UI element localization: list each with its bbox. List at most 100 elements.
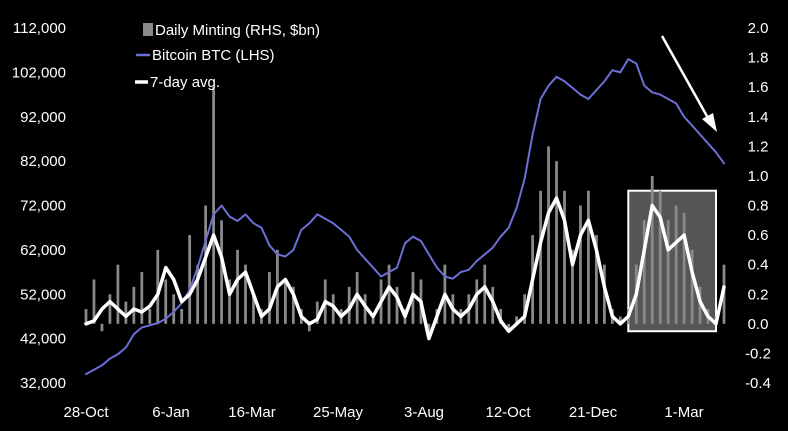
left-tick-label: 32,000 (20, 375, 66, 392)
minting-bar (682, 212, 686, 324)
right-axis-ticks: 2.0 1.8 1.6 1.4 1.2 1.0 0.8 0.6 0.4 0.2 0.0 -0.2 -0.… (745, 20, 771, 392)
minting-bar (355, 272, 359, 324)
minting-bar (140, 272, 144, 324)
x-tick-label: 12-Oct (485, 404, 531, 421)
right-tick-label: 1.8 (748, 50, 769, 67)
minting-bar (108, 294, 112, 324)
minting-bar (515, 316, 519, 324)
minting-bar (84, 309, 88, 324)
left-tick-label: 102,000 (12, 64, 66, 81)
minting-bar (196, 264, 200, 324)
x-axis-ticks: 28-Oct 6-Jan 16-Mar 25-May 3-Aug 12-Oct 21-Dec… (63, 404, 703, 421)
minting-bar (395, 286, 399, 324)
x-tick-label: 3-Aug (404, 404, 444, 421)
right-tick-label: 2.0 (748, 20, 769, 37)
minting-bar (618, 316, 622, 324)
minting-bar (236, 249, 239, 324)
x-tick-label: 1-Mar (664, 404, 703, 421)
minting-bar (666, 220, 670, 324)
trend-arrow (660, 35, 717, 132)
left-tick-label: 42,000 (20, 331, 66, 348)
minting-bar (698, 286, 702, 324)
minting-bar (228, 279, 231, 324)
trend-arrow-head (702, 113, 717, 132)
minting-bar (204, 205, 208, 324)
left-tick-label: 82,000 (20, 153, 66, 170)
right-tick-label: 1.6 (748, 79, 769, 96)
minting-bar (602, 264, 606, 324)
right-tick-label: 1.0 (748, 168, 769, 185)
minting-bar (315, 301, 319, 324)
minting-bar (92, 279, 96, 324)
minting-bar (483, 264, 487, 324)
minting-bar (212, 87, 215, 324)
minting-bar (283, 279, 287, 324)
right-tick-label: 1.2 (748, 138, 769, 155)
minting-bar (347, 286, 351, 324)
minting-bar (555, 161, 558, 324)
minting-bar (172, 294, 176, 324)
left-tick-label: 52,000 (20, 286, 66, 303)
minting-bar (371, 316, 375, 324)
minting-bar (188, 235, 192, 324)
minting-bar (563, 190, 566, 324)
minting-bar (124, 301, 128, 324)
minting-bar (148, 309, 152, 324)
btc-price-line (85, 58, 725, 376)
minting-bar (100, 323, 104, 332)
right-tick-label: 0.8 (748, 198, 769, 215)
minting-bar (363, 294, 367, 324)
minting-bar (475, 279, 479, 324)
minting-bar (507, 323, 511, 332)
right-tick-label: 0.6 (748, 227, 769, 244)
minting-bar (690, 249, 694, 324)
minting-bar (650, 175, 654, 324)
right-tick-label: 1.4 (748, 109, 769, 126)
left-tick-label: 112,000 (13, 20, 66, 37)
left-axis-ticks: 112,000 102,000 92,000 82,000 72,000 62,000 52… (12, 20, 66, 392)
minting-bar (642, 220, 646, 324)
minting-bar (571, 249, 574, 324)
legend-swatch-minting (143, 23, 153, 36)
minting-bar (116, 264, 120, 324)
minting-bar (244, 264, 247, 324)
x-tick-label: 16-Mar (228, 404, 276, 421)
trend-arrow-shaft (660, 35, 710, 119)
minting-bar (595, 235, 598, 324)
seven-day-avg-line (84, 196, 726, 341)
x-tick-label: 21-Dec (569, 404, 618, 421)
right-tick-label: 0.4 (748, 257, 769, 274)
right-tick-label: 0.2 (748, 286, 769, 303)
legend-label-7day: 7-day avg. (150, 74, 220, 91)
right-tick-label: -0.4 (745, 375, 771, 392)
legend-label-btc: Bitcoin BTC (LHS) (152, 47, 275, 64)
legend: Daily Minting (RHS, $bn) Bitcoin BTC (LH… (135, 22, 320, 91)
minting-bar (307, 323, 311, 332)
minting-bar (156, 249, 160, 324)
minting-bar (180, 309, 184, 324)
x-tick-label: 6-Jan (152, 404, 190, 421)
minting-bar (674, 205, 678, 324)
right-tick-label: 0.0 (748, 316, 769, 333)
minting-bar (331, 294, 335, 324)
minting-bar (220, 220, 223, 324)
right-tick-label: -0.2 (745, 345, 771, 362)
left-tick-label: 72,000 (20, 198, 66, 215)
lines-layer (84, 58, 726, 376)
minting-bar (291, 286, 295, 324)
minting-bar (164, 279, 168, 324)
minting-bar (587, 190, 590, 324)
left-tick-label: 62,000 (20, 242, 66, 259)
x-tick-label: 25-May (313, 404, 364, 421)
left-tick-label: 92,000 (20, 109, 66, 126)
minting-bar (268, 272, 271, 324)
minting-bar (132, 286, 136, 324)
minting-bar (547, 146, 550, 324)
x-tick-label: 28-Oct (63, 404, 109, 421)
minting-bar (387, 264, 391, 324)
minting-bar (252, 294, 255, 324)
minting-bar (658, 190, 662, 324)
minting-bar (579, 205, 582, 324)
legend-label-minting: Daily Minting (RHS, $bn) (155, 22, 320, 39)
